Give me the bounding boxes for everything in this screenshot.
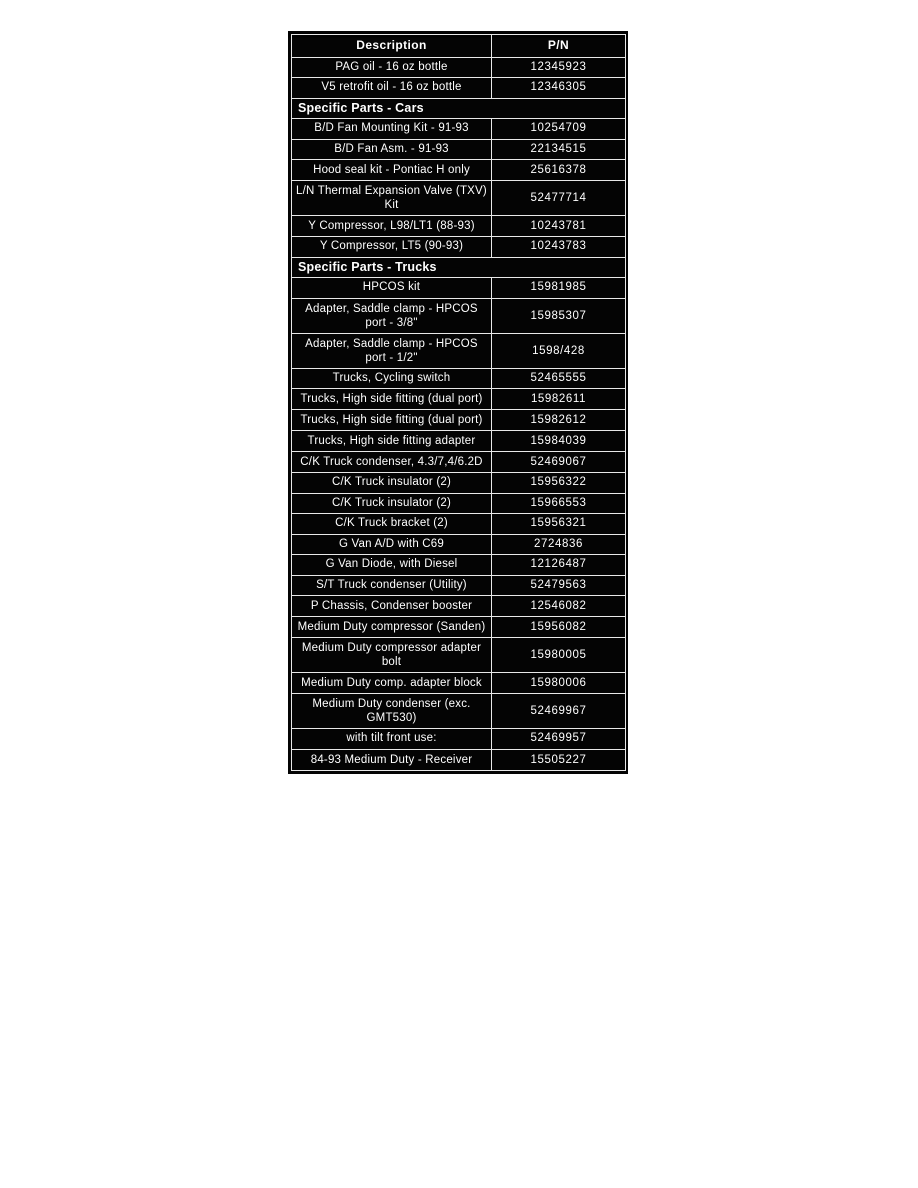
table-row: PAG oil - 16 oz bottle 12345923 — [291, 56, 626, 78]
cell-description: L/N Thermal Expansion Valve (TXV) Kit — [291, 180, 492, 216]
cell-part-number: 15505227 — [491, 748, 626, 771]
table-row: C/K Truck insulator (2) 15956322 — [291, 472, 626, 494]
cell-part-number: 15985307 — [491, 297, 626, 334]
cell-part-number: 52465555 — [491, 367, 626, 389]
table-row: Medium Duty compressor (Sanden) 15956082 — [291, 616, 626, 638]
cell-part-number: 12546082 — [491, 595, 626, 617]
table-row: C/K Truck condenser, 4.3/7,4/6.2D 5246906… — [291, 451, 626, 473]
cell-part-number: 10254709 — [491, 118, 626, 140]
cell-description: S/T Truck condenser (Utility) — [291, 574, 492, 596]
table-row: B/D Fan Mounting Kit - 91-93 10254709 — [291, 118, 626, 140]
table-row: Adapter, Saddle clamp - HPCOS port - 3/8… — [291, 297, 626, 334]
cell-description: G Van A/D with C69 — [291, 533, 492, 555]
cell-part-number: 15956321 — [491, 513, 626, 535]
cell-description: C/K Truck insulator (2) — [291, 492, 492, 514]
table-header: Description P/N — [291, 34, 626, 58]
table-row: Trucks, High side fitting (dual port) 159… — [291, 388, 626, 410]
cell-description: Medium Duty comp. adapter block — [291, 672, 492, 694]
cell-part-number: 15956082 — [491, 616, 626, 638]
cell-description: HPCOS kit — [291, 277, 492, 299]
section-header-label: Specific Parts - Cars — [291, 97, 626, 119]
cell-part-number: 15981985 — [491, 277, 626, 299]
cell-part-number: 25616378 — [491, 159, 626, 181]
cell-part-number: 15956322 — [491, 472, 626, 494]
column-header-pn: P/N — [491, 34, 626, 58]
cell-part-number: 52477714 — [491, 180, 626, 216]
cell-part-number: 12346305 — [491, 77, 626, 99]
column-header-description: Description — [291, 34, 492, 58]
cell-part-number: 1598/428 — [491, 332, 626, 369]
cell-part-number: 52469957 — [491, 728, 626, 750]
table-row: Hood seal kit - Pontiac H only 25616378 — [291, 159, 626, 181]
table-row: B/D Fan Asm. - 91-93 22134515 — [291, 138, 626, 160]
parts-table-container: Description P/N PAG oil - 16 oz bottle 12… — [288, 31, 628, 774]
cell-description: Medium Duty compressor adapter bolt — [291, 637, 492, 673]
table-row: V5 retrofit oil - 16 oz bottle 12346305 — [291, 77, 626, 99]
cell-description: Trucks, High side fitting (dual port) — [291, 409, 492, 431]
cell-description: Trucks, High side fitting adapter — [291, 430, 492, 452]
cell-description: 84-93 Medium Duty - Receiver — [291, 748, 492, 771]
cell-description: G Van Diode, with Diesel — [291, 554, 492, 576]
parts-table: Description P/N PAG oil - 16 oz bottle 12… — [291, 34, 626, 771]
table-row: C/K Truck bracket (2) 15956321 — [291, 513, 626, 535]
cell-description: V5 retrofit oil - 16 oz bottle — [291, 77, 492, 99]
table-row: S/T Truck condenser (Utility) 52479563 — [291, 574, 626, 596]
cell-description: Y Compressor, L98/LT1 (88-93) — [291, 215, 492, 237]
cell-part-number: 10243781 — [491, 215, 626, 237]
cell-description: Adapter, Saddle clamp - HPCOS port - 1/2… — [291, 332, 492, 369]
cell-part-number: 10243783 — [491, 236, 626, 258]
cell-part-number: 2724836 — [491, 533, 626, 555]
cell-part-number: 52479563 — [491, 574, 626, 596]
table-row: Y Compressor, L98/LT1 (88-93) 10243781 — [291, 215, 626, 237]
cell-description: Hood seal kit - Pontiac H only — [291, 159, 492, 181]
cell-description: Medium Duty compressor (Sanden) — [291, 616, 492, 638]
cell-part-number: 52469967 — [491, 693, 626, 729]
table-row: P Chassis, Condenser booster 12546082 — [291, 595, 626, 617]
cell-description: Y Compressor, LT5 (90-93) — [291, 236, 492, 258]
cell-description: Medium Duty condenser (exc. GMT530) — [291, 693, 492, 729]
cell-part-number: 12126487 — [491, 554, 626, 576]
cell-description: PAG oil - 16 oz bottle — [291, 56, 492, 78]
table-row: Trucks, High side fitting adapter 1598403… — [291, 430, 626, 452]
cell-description: C/K Truck condenser, 4.3/7,4/6.2D — [291, 451, 492, 473]
cell-part-number: 15980006 — [491, 672, 626, 694]
cell-part-number: 15982612 — [491, 409, 626, 431]
table-row: Medium Duty condenser (exc. GMT530) 52469… — [291, 693, 626, 729]
table-row: Medium Duty comp. adapter block 15980006 — [291, 672, 626, 694]
table-header-row: Description P/N — [291, 34, 626, 58]
cell-description: with tilt front use: — [291, 728, 492, 750]
cell-part-number: 15980005 — [491, 637, 626, 673]
table-body: PAG oil - 16 oz bottle 12345923 V5 retrofi… — [291, 56, 626, 771]
table-section-row: Specific Parts - Trucks — [291, 256, 626, 278]
cell-part-number: 52469067 — [491, 451, 626, 473]
cell-description: P Chassis, Condenser booster — [291, 595, 492, 617]
table-row: 84-93 Medium Duty - Receiver 15505227 — [291, 748, 626, 771]
cell-part-number: 15982611 — [491, 388, 626, 410]
cell-description: Adapter, Saddle clamp - HPCOS port - 3/8… — [291, 297, 492, 334]
cell-description: B/D Fan Asm. - 91-93 — [291, 138, 492, 160]
table-row: Trucks, Cycling switch 52465555 — [291, 367, 626, 389]
table-row: Adapter, Saddle clamp - HPCOS port - 1/2… — [291, 332, 626, 369]
cell-part-number: 22134515 — [491, 138, 626, 160]
cell-description: Trucks, Cycling switch — [291, 367, 492, 389]
table-row: Y Compressor, LT5 (90-93) 10243783 — [291, 236, 626, 258]
cell-part-number: 12345923 — [491, 56, 626, 78]
section-header-label: Specific Parts - Trucks — [291, 256, 626, 278]
table-row: C/K Truck insulator (2) 15966553 — [291, 492, 626, 514]
cell-description: C/K Truck insulator (2) — [291, 472, 492, 494]
cell-part-number: 15966553 — [491, 492, 626, 514]
table-section-row: Specific Parts - Cars — [291, 97, 626, 119]
table-row: G Van A/D with C69 2724836 — [291, 533, 626, 555]
table-row: L/N Thermal Expansion Valve (TXV) Kit 524… — [291, 180, 626, 216]
cell-description: B/D Fan Mounting Kit - 91-93 — [291, 118, 492, 140]
table-row: with tilt front use: 52469957 — [291, 728, 626, 750]
cell-description: Trucks, High side fitting (dual port) — [291, 388, 492, 410]
table-row: HPCOS kit 15981985 — [291, 277, 626, 299]
table-row: G Van Diode, with Diesel 12126487 — [291, 554, 626, 576]
cell-description: C/K Truck bracket (2) — [291, 513, 492, 535]
cell-part-number: 15984039 — [491, 430, 626, 452]
table-row: Trucks, High side fitting (dual port) 159… — [291, 409, 626, 431]
table-row: Medium Duty compressor adapter bolt 15980… — [291, 637, 626, 673]
